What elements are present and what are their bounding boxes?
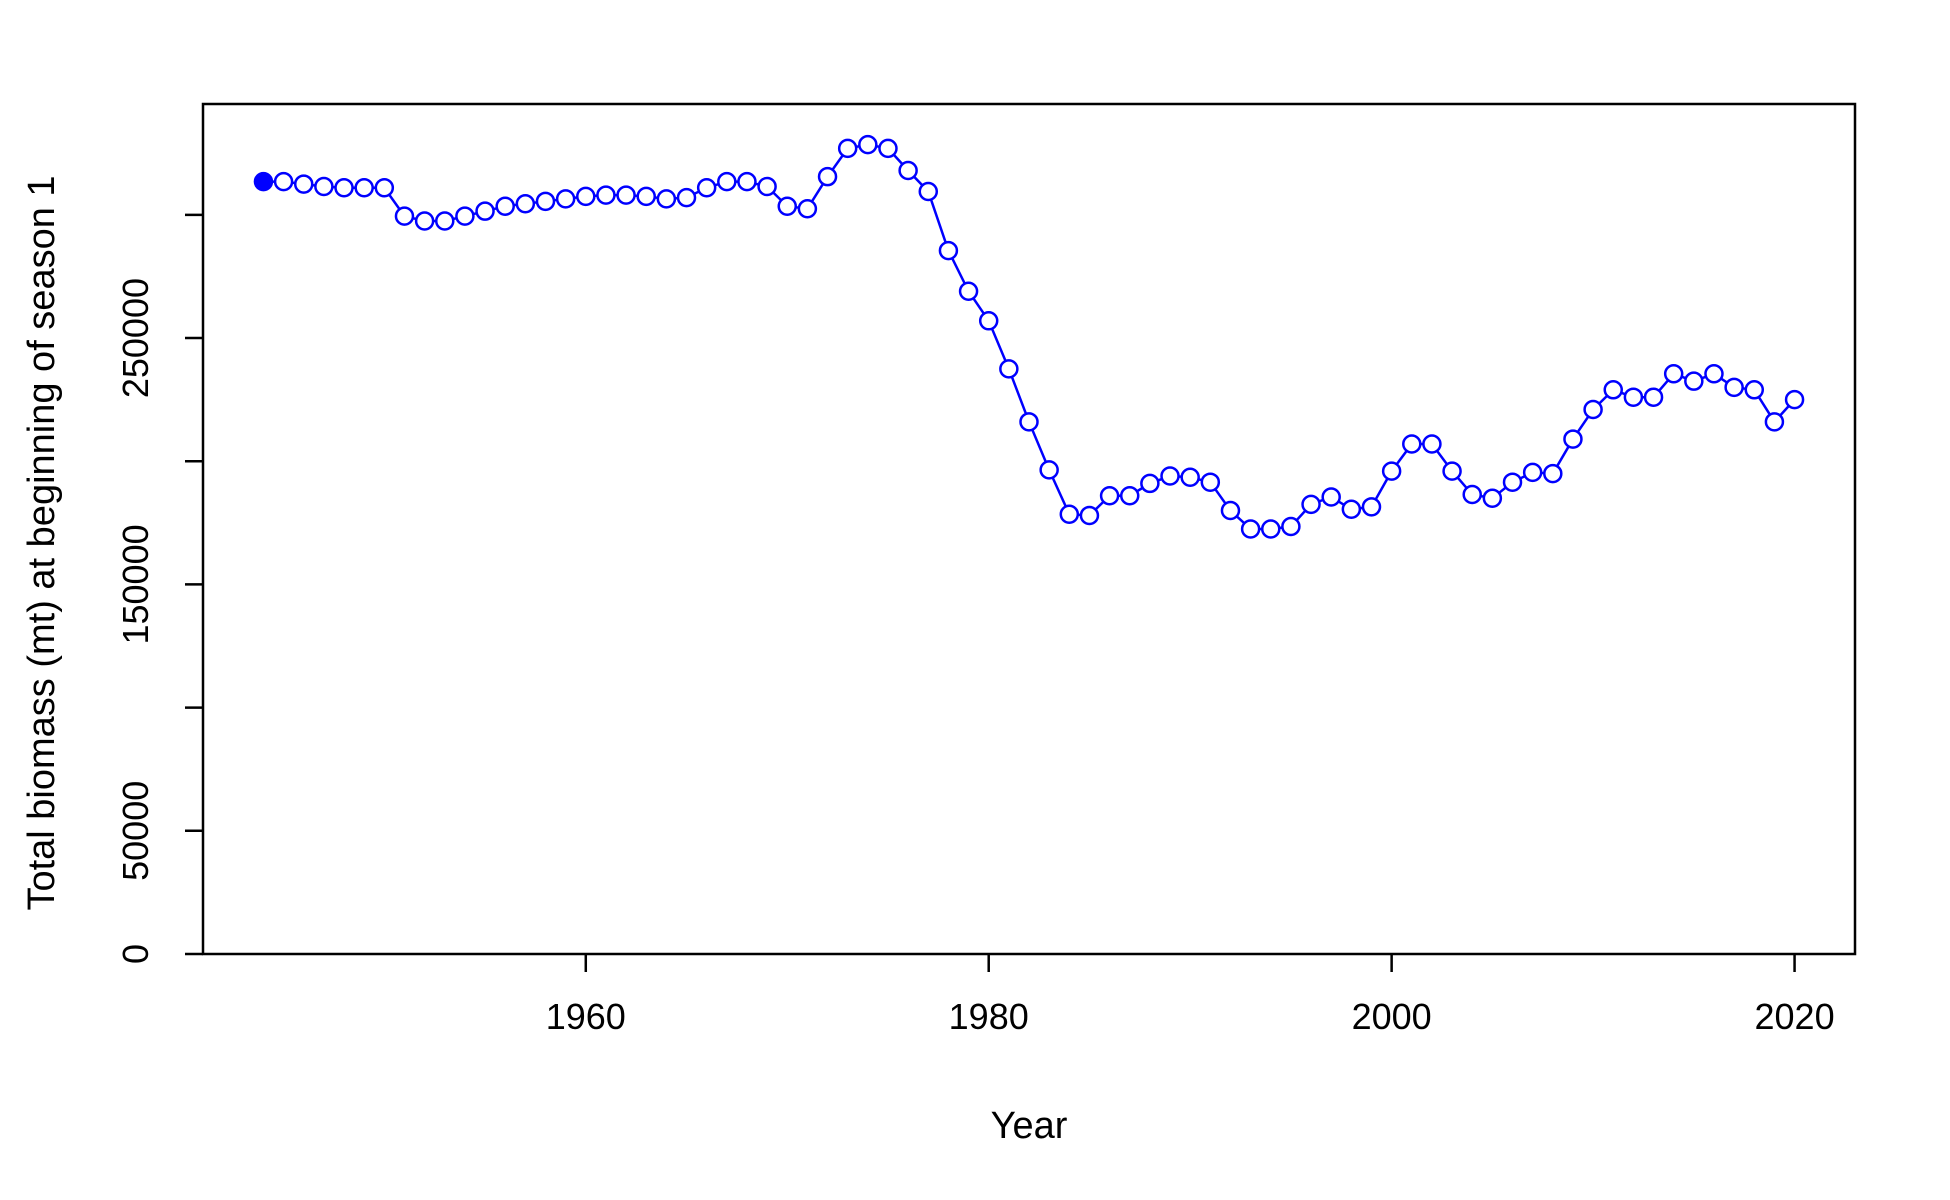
data-point-2010 bbox=[1583, 399, 1603, 420]
data-point-1993 bbox=[1240, 519, 1261, 539]
data-point-1994 bbox=[1261, 519, 1281, 539]
y-tick-label-250000: 250000 bbox=[115, 278, 156, 398]
data-point-1951 bbox=[394, 206, 415, 226]
data-point-1982 bbox=[1019, 412, 1039, 432]
data-point-1964 bbox=[656, 189, 677, 209]
data-point-2020 bbox=[1784, 389, 1805, 410]
y-tick-label-50000: 50000 bbox=[115, 781, 156, 881]
x-tick-label-2020: 2020 bbox=[1755, 996, 1835, 1037]
plot-frame bbox=[201, 102, 1857, 956]
data-point-1998 bbox=[1341, 499, 1362, 520]
x-tick-label-2000: 2000 bbox=[1352, 996, 1432, 1037]
data-point-1988 bbox=[1140, 473, 1160, 494]
data-point-1969 bbox=[757, 176, 777, 197]
data-point-1996 bbox=[1301, 494, 1321, 515]
data-point-1978 bbox=[938, 240, 959, 261]
data-point-1960 bbox=[576, 186, 596, 207]
data-point-1955 bbox=[475, 201, 495, 221]
data-point-2014 bbox=[1663, 364, 1684, 384]
data-point-1947 bbox=[314, 176, 334, 197]
data-point-1956 bbox=[495, 196, 515, 216]
data-point-1962 bbox=[616, 185, 636, 205]
data-point-2007 bbox=[1522, 462, 1543, 483]
x-axis-title: Year bbox=[991, 1105, 1068, 1147]
data-point-1944 bbox=[253, 171, 274, 192]
data-point-1997 bbox=[1321, 487, 1341, 507]
data-point-2004 bbox=[1462, 484, 1482, 505]
data-point-1946 bbox=[293, 174, 314, 194]
data-point-1965 bbox=[676, 187, 697, 208]
data-point-2002 bbox=[1422, 434, 1442, 454]
data-point-1968 bbox=[737, 171, 757, 192]
data-point-2006 bbox=[1502, 472, 1523, 492]
data-point-2016 bbox=[1704, 364, 1724, 384]
data-point-2018 bbox=[1744, 380, 1765, 400]
data-point-1989 bbox=[1160, 466, 1180, 486]
series-points bbox=[253, 134, 1805, 539]
data-point-2003 bbox=[1442, 461, 1462, 481]
data-point-1949 bbox=[354, 178, 374, 198]
data-point-1950 bbox=[374, 178, 395, 198]
data-point-1979 bbox=[958, 281, 979, 301]
data-point-2011 bbox=[1603, 380, 1623, 400]
data-point-2008 bbox=[1543, 463, 1563, 484]
data-point-1986 bbox=[1099, 485, 1120, 506]
data-point-2009 bbox=[1563, 429, 1583, 449]
data-point-1981 bbox=[999, 359, 1019, 379]
data-point-2013 bbox=[1643, 387, 1664, 407]
data-point-1963 bbox=[636, 186, 656, 207]
data-point-1985 bbox=[1079, 505, 1100, 526]
data-point-1966 bbox=[696, 178, 717, 198]
data-point-1983 bbox=[1039, 460, 1059, 480]
x-tick-label-1960: 1960 bbox=[546, 996, 626, 1037]
data-point-1971 bbox=[797, 198, 818, 219]
data-point-1953 bbox=[435, 211, 455, 231]
data-point-1957 bbox=[515, 194, 536, 214]
biomass-line bbox=[263, 143, 1796, 531]
data-point-1952 bbox=[414, 211, 435, 231]
data-point-1970 bbox=[777, 196, 797, 216]
y-axis-title: Total biomass (mt) at beginning of seaso… bbox=[21, 175, 63, 910]
y-tick-label-0: 0 bbox=[115, 944, 156, 964]
data-point-1972 bbox=[817, 166, 838, 187]
data-point-1987 bbox=[1119, 485, 1140, 506]
data-point-2015 bbox=[1684, 371, 1704, 391]
data-point-1995 bbox=[1281, 516, 1301, 537]
data-point-1945 bbox=[273, 171, 294, 192]
data-point-2005 bbox=[1482, 488, 1503, 508]
x-axis: 1960 1980 2000 2020 bbox=[546, 954, 1835, 1037]
data-point-2012 bbox=[1623, 387, 1644, 407]
y-axis: 0 50000 150000 250000 bbox=[115, 213, 203, 964]
data-point-1980 bbox=[978, 311, 999, 331]
data-point-1967 bbox=[717, 171, 737, 192]
data-point-1959 bbox=[555, 189, 576, 209]
data-point-2001 bbox=[1402, 434, 1422, 454]
y-tick-label-150000: 150000 bbox=[115, 524, 156, 644]
series-line bbox=[263, 143, 1796, 531]
data-point-1948 bbox=[334, 178, 354, 198]
data-point-1974 bbox=[858, 134, 878, 155]
x-tick-label-1980: 1980 bbox=[949, 996, 1029, 1037]
data-point-1984 bbox=[1059, 504, 1080, 524]
data-point-1975 bbox=[878, 138, 898, 159]
data-point-2000 bbox=[1381, 461, 1402, 481]
data-point-2017 bbox=[1724, 377, 1744, 398]
data-point-1999 bbox=[1361, 497, 1382, 517]
data-point-1977 bbox=[918, 181, 939, 202]
data-point-1976 bbox=[898, 160, 918, 181]
data-point-1991 bbox=[1200, 472, 1221, 492]
data-point-1973 bbox=[837, 138, 858, 159]
data-point-1990 bbox=[1180, 467, 1200, 488]
data-point-1954 bbox=[455, 206, 475, 226]
data-point-1961 bbox=[596, 185, 616, 205]
data-point-2019 bbox=[1764, 412, 1785, 432]
data-point-1992 bbox=[1220, 500, 1241, 521]
data-point-1958 bbox=[535, 191, 556, 212]
